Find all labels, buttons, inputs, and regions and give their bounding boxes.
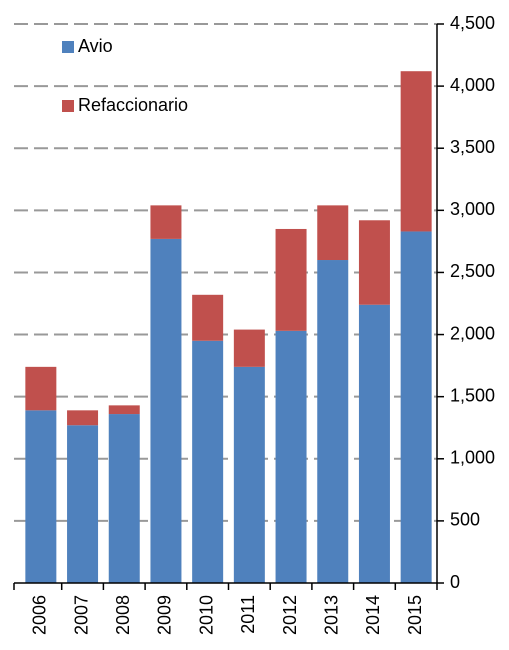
bar-segment — [108, 414, 140, 583]
x-tick-label: 2008 — [113, 595, 133, 635]
x-tick-label: 2014 — [363, 595, 383, 635]
x-tick-label: 2010 — [196, 595, 216, 635]
bar-segment — [233, 329, 265, 367]
y-tick-label: 2,000 — [450, 323, 495, 343]
bar-segment — [192, 340, 224, 583]
x-tick-label: 2007 — [71, 595, 91, 635]
legend-swatch — [62, 41, 74, 53]
bar-segment — [358, 220, 390, 305]
bar-segment — [400, 71, 432, 232]
bar-segment — [233, 366, 265, 583]
y-tick-label: 0 — [450, 572, 460, 592]
bar-segment — [67, 410, 99, 426]
bar-segment — [317, 205, 349, 261]
y-tick-label: 3,000 — [450, 199, 495, 219]
bar-segment — [108, 405, 140, 415]
legend-label: Refaccionario — [78, 95, 188, 115]
bar-segment — [358, 304, 390, 583]
y-tick-label: 500 — [450, 510, 480, 530]
bar-segment — [150, 238, 182, 583]
y-tick-label: 4,500 — [450, 13, 495, 33]
x-tick-label: 2012 — [280, 595, 300, 635]
y-tick-label: 1,500 — [450, 385, 495, 405]
bar-segment — [25, 410, 57, 583]
legend-label: Avio — [78, 36, 113, 56]
bar-segment — [67, 425, 99, 583]
x-tick-label: 2013 — [322, 595, 342, 635]
bar-segment — [150, 205, 182, 239]
bar-segment — [25, 366, 57, 411]
x-tick-label: 2006 — [30, 595, 50, 635]
bar-segment — [275, 228, 307, 331]
legend-swatch — [62, 100, 74, 112]
bar-segment — [192, 294, 224, 341]
x-tick-label: 2015 — [405, 595, 425, 635]
bar-segment — [275, 330, 307, 583]
bar-segment — [400, 231, 432, 583]
y-tick-label: 2,500 — [450, 261, 495, 281]
y-tick-label: 3,500 — [450, 137, 495, 157]
y-tick-label: 4,000 — [450, 75, 495, 95]
bar-segment — [317, 260, 349, 583]
x-tick-label: 2011 — [238, 595, 258, 634]
x-tick-label: 2009 — [155, 595, 175, 635]
y-tick-label: 1,000 — [450, 448, 495, 468]
